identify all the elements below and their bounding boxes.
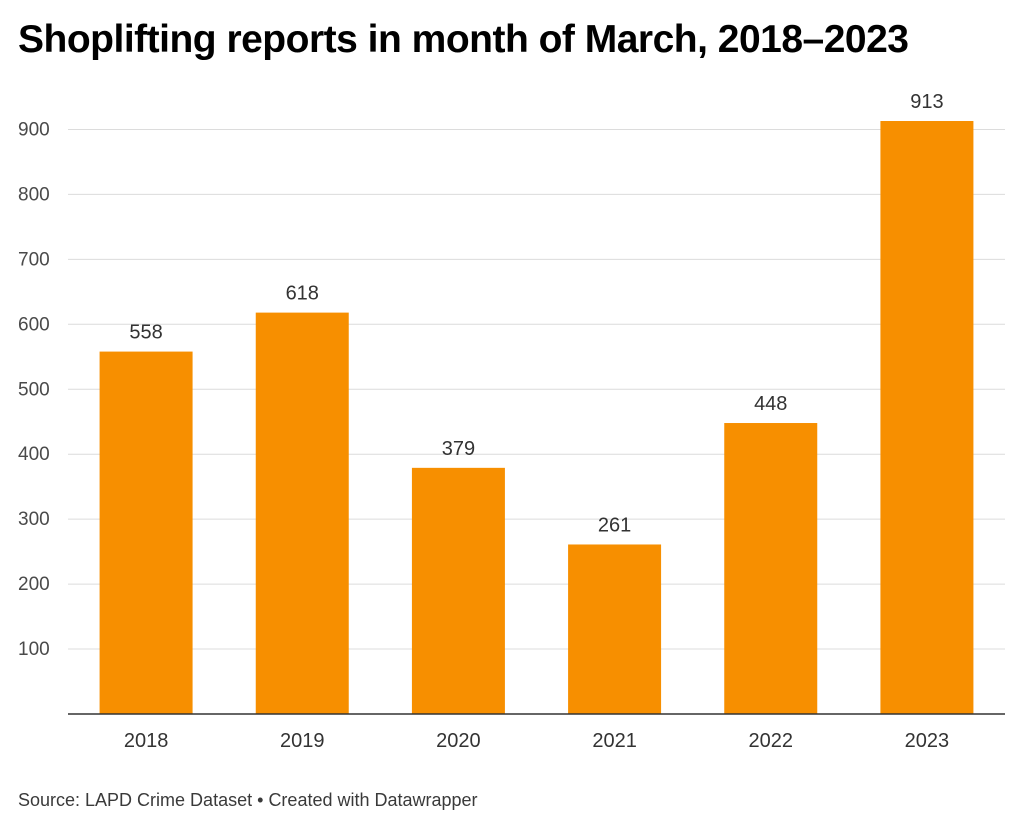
- bar-2021: [568, 544, 662, 714]
- y-tick-label: 500: [18, 379, 50, 400]
- x-tick-label: 2023: [905, 730, 950, 752]
- x-tick-label: 2019: [280, 730, 325, 752]
- chart-title: Shoplifting reports in month of March, 2…: [18, 18, 909, 61]
- bar-value-label: 379: [442, 438, 475, 460]
- source-text: Source: LAPD Crime Dataset: [18, 790, 253, 810]
- bar-2022: [724, 423, 818, 714]
- y-tick-label: 300: [18, 509, 50, 530]
- x-tick-label: 2020: [436, 730, 481, 752]
- bar-value-label: 558: [129, 322, 162, 344]
- bar-2020: [411, 467, 505, 714]
- bars: [99, 121, 974, 715]
- source-line: Source: LAPD Crime Dataset • Created wit…: [18, 790, 478, 811]
- bar-value-label: 618: [286, 283, 319, 305]
- y-axis-tick-labels: 100 200 300 400 500 600 700 800 900: [18, 119, 50, 660]
- y-tick-label: 800: [18, 184, 50, 205]
- bar-2023: [880, 121, 974, 715]
- bar-value-labels: 558 618 379 261 448 913: [129, 91, 943, 536]
- bar-2018: [99, 351, 193, 714]
- bar-2019: [255, 312, 349, 714]
- y-tick-label: 400: [18, 444, 50, 465]
- separator-dot: •: [257, 790, 264, 810]
- bar-value-label: 261: [598, 514, 631, 536]
- x-tick-label: 2021: [592, 730, 637, 752]
- y-tick-label: 700: [18, 249, 50, 270]
- bar-value-label: 913: [910, 91, 943, 113]
- bar-value-label: 448: [754, 393, 787, 415]
- x-axis-tick-labels: 2018 2019 2020 2021 2022 2023: [124, 730, 949, 752]
- gridlines: [68, 128, 1005, 650]
- credit-text: Created with Datawrapper: [268, 790, 478, 810]
- y-tick-label: 600: [18, 314, 50, 335]
- y-tick-label: 200: [18, 574, 50, 595]
- y-tick-label: 900: [18, 119, 50, 140]
- y-tick-label: 100: [18, 639, 50, 660]
- x-tick-label: 2022: [749, 730, 794, 752]
- x-tick-label: 2018: [124, 730, 169, 752]
